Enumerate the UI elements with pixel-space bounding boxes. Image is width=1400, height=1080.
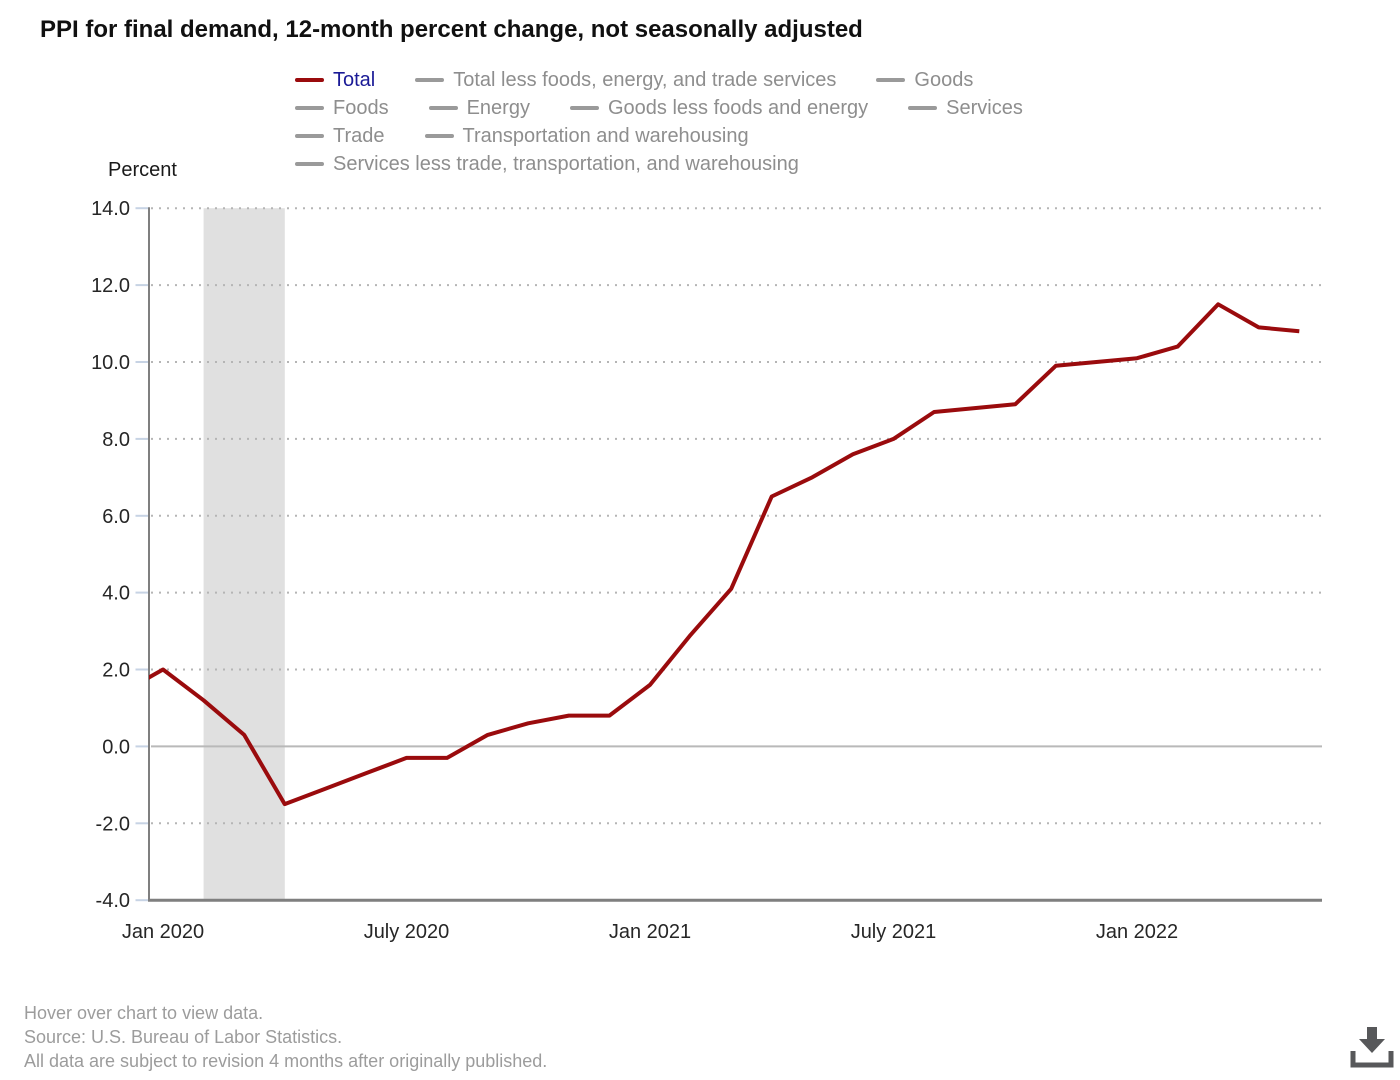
x-tick-label: Jan 2021 xyxy=(609,921,691,943)
legend-item-transportation-and-warehousing[interactable]: Transportation and warehousing xyxy=(424,124,749,148)
legend-label: Services xyxy=(946,96,1023,119)
download-icon xyxy=(1350,1027,1394,1068)
y-tick-label: 10.0 xyxy=(91,352,130,374)
chart-title: PPI for final demand, 12-month percent c… xyxy=(40,16,863,43)
legend-item-trade[interactable]: Trade xyxy=(295,125,385,148)
legend-item-energy[interactable]: Energy xyxy=(428,96,530,120)
legend-label: Total xyxy=(333,68,376,91)
legend-label: Total less foods, energy, and trade serv… xyxy=(453,68,837,91)
legend-swatch xyxy=(424,134,454,138)
legend-swatch xyxy=(295,134,324,138)
legend-row: Services less trade, transportation, and… xyxy=(295,150,1023,178)
y-tick-label: -4.0 xyxy=(96,890,130,912)
footer-note-source: Source: U.S. Bureau of Labor Statistics. xyxy=(24,1027,343,1047)
legend-item-services[interactable]: Services xyxy=(908,97,1023,120)
y-tick-label: 4.0 xyxy=(102,583,130,605)
legend-swatch xyxy=(876,78,906,82)
x-tick-label: Jan 2022 xyxy=(1096,921,1178,943)
legend-item-foods[interactable]: Foods xyxy=(295,97,389,120)
y-tick-label: 14.0 xyxy=(91,198,130,220)
legend-label: Energy xyxy=(466,96,530,119)
y-axis-title: Percent xyxy=(108,159,177,181)
legend-swatch xyxy=(428,106,458,110)
y-tick-label: 6.0 xyxy=(102,506,130,528)
x-tick-label: July 2021 xyxy=(851,921,937,943)
legend-label: Transportation and warehousing xyxy=(462,124,749,147)
footer-notes: Hover over chart to view data. Source: U… xyxy=(24,1001,547,1073)
legend-row: Foods Energy Goods less foods and energy Se… xyxy=(295,94,1023,122)
legend-item-total-less-foods-energy-and-trade-services[interactable]: Total less foods, energy, and trade serv… xyxy=(415,69,836,92)
legend-swatch xyxy=(295,78,324,82)
legend-row: Total Total less foods, energy, and trade… xyxy=(295,66,1023,94)
legend-swatch xyxy=(415,78,445,82)
legend-swatch xyxy=(295,106,324,110)
x-tick-label: July 2020 xyxy=(364,921,450,943)
footer-note-revision: All data are subject to revision 4 month… xyxy=(24,1051,548,1071)
y-tick-label: 2.0 xyxy=(102,660,130,682)
recession-band xyxy=(203,208,285,901)
legend-swatch xyxy=(569,106,599,110)
legend-item-total[interactable]: Total xyxy=(295,69,375,92)
legend: Total Total less foods, energy, and trade… xyxy=(295,66,1023,178)
legend-item-goods[interactable]: Goods xyxy=(876,69,973,92)
legend-swatch xyxy=(908,106,938,110)
y-tick-label: 0.0 xyxy=(102,736,130,758)
series-line-total[interactable] xyxy=(122,302,1300,807)
x-tick-label: Jan 2020 xyxy=(122,921,204,943)
legend-item-goods-less-foods-and-energy[interactable]: Goods less foods and energy xyxy=(569,96,869,120)
legend-label: Foods xyxy=(333,96,389,119)
legend-swatch xyxy=(295,162,324,166)
legend-row: Trade Transportation and warehousing xyxy=(295,122,1023,150)
legend-label: Goods xyxy=(914,68,974,91)
y-tick-label: -2.0 xyxy=(96,813,130,835)
legend-label: Trade xyxy=(333,124,385,147)
legend-label: Services less trade, transportation, and… xyxy=(333,152,799,175)
legend-item-services-less-trade-transportation-and-warehousing[interactable]: Services less trade, transportation, and… xyxy=(295,153,799,176)
y-tick-label: 8.0 xyxy=(102,429,130,451)
download-button[interactable] xyxy=(1346,1022,1398,1074)
footer-note-hover: Hover over chart to view data. xyxy=(24,1003,264,1023)
legend-label: Goods less foods and energy xyxy=(607,96,869,119)
y-tick-label: 12.0 xyxy=(91,275,130,297)
